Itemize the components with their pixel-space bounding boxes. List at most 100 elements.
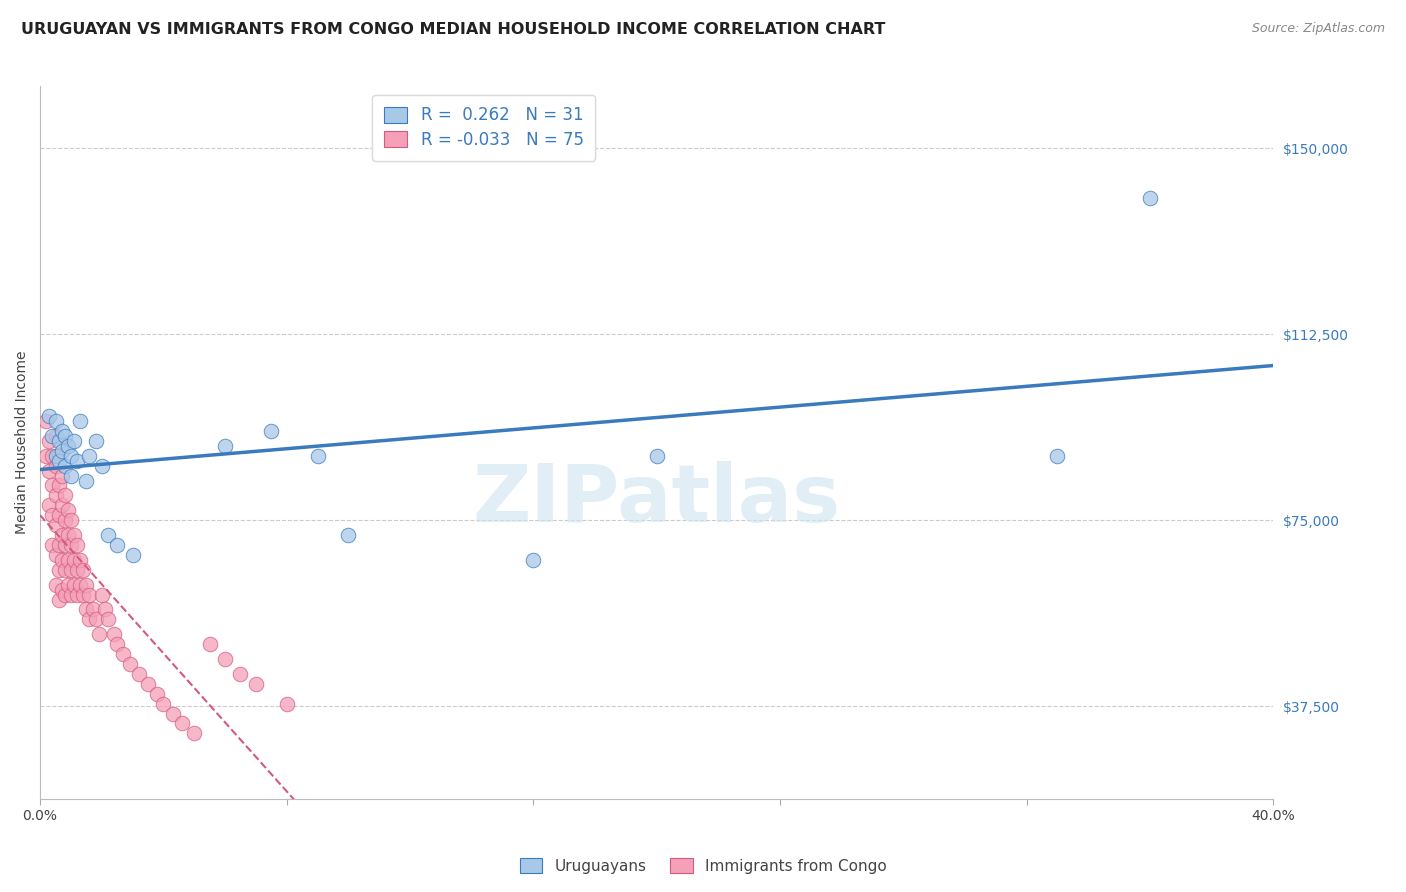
Point <box>51 468 73 483</box>
Point <box>53 513 76 527</box>
Point <box>79 612 101 626</box>
Point <box>103 627 125 641</box>
Point <box>1139 191 1161 205</box>
Point <box>63 553 86 567</box>
Point <box>112 647 135 661</box>
Point <box>51 443 73 458</box>
Point <box>44 414 66 428</box>
Point <box>105 637 128 651</box>
Point <box>41 429 63 443</box>
Point <box>66 453 89 467</box>
Point <box>53 458 76 473</box>
Point <box>56 528 79 542</box>
Point <box>59 449 82 463</box>
Point <box>97 528 120 542</box>
Point <box>198 637 221 651</box>
Point <box>41 538 63 552</box>
Point <box>75 577 97 591</box>
Point <box>56 503 79 517</box>
Point <box>44 449 66 463</box>
Point <box>51 553 73 567</box>
Point <box>118 657 141 671</box>
Legend: Uruguayans, Immigrants from Congo: Uruguayans, Immigrants from Congo <box>513 852 893 880</box>
Point <box>51 582 73 597</box>
Point <box>59 538 82 552</box>
Point <box>53 429 76 443</box>
Point <box>38 498 60 512</box>
Point <box>51 528 73 542</box>
Point <box>48 538 70 552</box>
Point <box>48 592 70 607</box>
Point <box>337 528 360 542</box>
Point <box>48 449 70 463</box>
Point <box>94 602 117 616</box>
Point <box>522 553 544 567</box>
Point <box>214 439 236 453</box>
Point <box>69 553 91 567</box>
Point <box>56 553 79 567</box>
Point <box>79 449 101 463</box>
Point <box>260 424 283 438</box>
Point <box>66 538 89 552</box>
Point <box>41 449 63 463</box>
Point <box>72 588 94 602</box>
Point <box>48 508 70 523</box>
Point <box>44 577 66 591</box>
Point <box>66 588 89 602</box>
Point <box>35 449 58 463</box>
Point <box>66 563 89 577</box>
Point <box>146 687 169 701</box>
Point <box>87 627 110 641</box>
Point <box>307 449 329 463</box>
Point <box>97 612 120 626</box>
Point <box>1046 449 1069 463</box>
Point <box>53 538 76 552</box>
Y-axis label: Median Household Income: Median Household Income <box>15 351 30 534</box>
Point <box>84 434 107 448</box>
Point <box>56 577 79 591</box>
Point <box>48 563 70 577</box>
Point <box>63 577 86 591</box>
Point <box>69 414 91 428</box>
Point <box>44 548 66 562</box>
Point <box>53 488 76 502</box>
Point <box>72 563 94 577</box>
Point <box>56 439 79 453</box>
Text: URUGUAYAN VS IMMIGRANTS FROM CONGO MEDIAN HOUSEHOLD INCOME CORRELATION CHART: URUGUAYAN VS IMMIGRANTS FROM CONGO MEDIA… <box>21 22 886 37</box>
Point <box>79 588 101 602</box>
Point <box>170 716 193 731</box>
Point <box>245 677 267 691</box>
Point <box>63 434 86 448</box>
Point <box>152 697 174 711</box>
Point <box>44 488 66 502</box>
Point <box>48 478 70 492</box>
Point <box>38 409 60 423</box>
Legend: R =  0.262   N = 31, R = -0.033   N = 75: R = 0.262 N = 31, R = -0.033 N = 75 <box>373 95 596 161</box>
Point <box>44 429 66 443</box>
Point <box>59 563 82 577</box>
Point <box>162 706 184 721</box>
Point <box>136 677 159 691</box>
Point <box>90 458 112 473</box>
Point <box>53 588 76 602</box>
Point <box>59 588 82 602</box>
Point <box>214 652 236 666</box>
Point <box>59 513 82 527</box>
Point <box>48 434 70 448</box>
Point <box>44 458 66 473</box>
Point <box>75 474 97 488</box>
Point <box>63 528 86 542</box>
Point <box>105 538 128 552</box>
Point <box>51 498 73 512</box>
Point <box>183 726 205 740</box>
Point <box>48 453 70 467</box>
Point <box>53 563 76 577</box>
Point <box>35 414 58 428</box>
Point <box>44 518 66 533</box>
Text: ZIPatlas: ZIPatlas <box>472 461 841 539</box>
Point <box>82 602 104 616</box>
Point <box>59 468 82 483</box>
Point <box>41 478 63 492</box>
Point <box>121 548 143 562</box>
Point <box>90 588 112 602</box>
